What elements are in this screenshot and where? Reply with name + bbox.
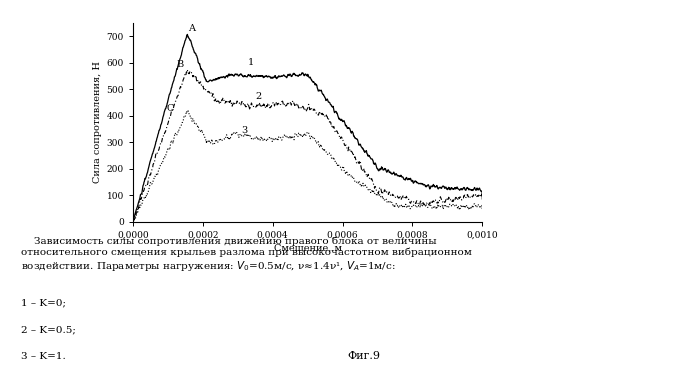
Text: 2: 2 <box>255 92 261 101</box>
Text: 1 – K=0;: 1 – K=0; <box>21 299 66 308</box>
Text: 1: 1 <box>248 58 254 67</box>
X-axis label: Смещение, м: Смещение, м <box>273 244 342 253</box>
Text: Зависимость силы сопротивления движению правого блока от величины
относительного: Зависимость силы сопротивления движению … <box>21 237 472 274</box>
Y-axis label: Сила сопротивления, Н: Сила сопротивления, Н <box>93 61 102 183</box>
Text: Фиг.9: Фиг.9 <box>347 351 380 361</box>
Text: C: C <box>166 104 173 113</box>
Text: 2 – K=0.5;: 2 – K=0.5; <box>21 325 76 334</box>
Text: A: A <box>188 24 195 33</box>
Text: 3 – K=1.: 3 – K=1. <box>21 352 66 361</box>
Text: B: B <box>176 60 184 69</box>
Text: 3: 3 <box>241 126 247 135</box>
